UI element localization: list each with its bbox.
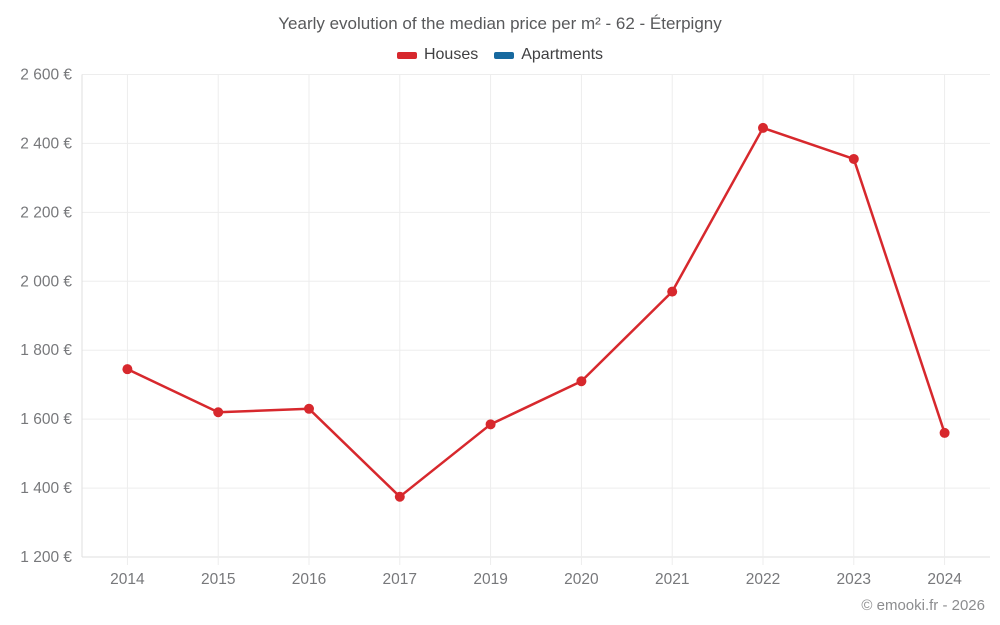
chart-title: Yearly evolution of the median price per… xyxy=(278,14,722,33)
houses-data-point[interactable] xyxy=(485,419,496,430)
chart-legend: Houses Apartments xyxy=(0,46,1000,64)
y-tick-label: 2 200 € xyxy=(20,204,72,221)
legend-label-houses: Houses xyxy=(423,46,479,63)
houses-line xyxy=(126,126,946,498)
x-tick-label: 2023 xyxy=(837,571,871,588)
x-tick-label: 2016 xyxy=(292,571,326,588)
houses-data-point[interactable] xyxy=(122,364,133,375)
houses-data-point[interactable] xyxy=(758,122,768,133)
y-tick-label: 1 400 € xyxy=(20,480,72,497)
y-tick-label: 1 600 € xyxy=(20,411,72,428)
copyright-note: © emooki.fr - 2026 xyxy=(861,597,985,614)
x-tick-label: 2019 xyxy=(473,571,507,588)
y-tick-label: 2 400 € xyxy=(20,135,72,152)
houses-data-point[interactable] xyxy=(304,403,314,414)
y-tick-label: 2 600 € xyxy=(20,67,72,84)
houses-data-point[interactable] xyxy=(667,286,678,297)
legend-label-apartments: Apartments xyxy=(521,46,604,63)
houses-data-point[interactable] xyxy=(848,153,859,164)
houses-series-swatch xyxy=(396,51,417,59)
x-tick-label: 2021 xyxy=(655,571,689,588)
legend-item-houses[interactable]: Houses xyxy=(396,46,479,64)
legend-item-apartments[interactable]: Apartments xyxy=(494,46,603,64)
houses-data-point[interactable] xyxy=(939,427,950,438)
x-tick-label: 2024 xyxy=(927,571,962,588)
y-tick-label: 1 200 € xyxy=(20,549,72,566)
y-tick-label: 2 000 € xyxy=(20,273,72,290)
x-tick-label: 2022 xyxy=(746,571,780,588)
apartments-series-swatch xyxy=(494,51,515,59)
x-tick-label: 2020 xyxy=(564,571,599,588)
houses-data-point[interactable] xyxy=(576,376,587,387)
x-tick-label: 2014 xyxy=(110,571,145,588)
y-tick-label: 1 800 € xyxy=(20,342,72,359)
houses-data-point[interactable] xyxy=(213,407,224,418)
x-tick-label: 2017 xyxy=(383,571,417,588)
houses-data-point[interactable] xyxy=(394,491,405,502)
x-tick-label: 2015 xyxy=(201,571,235,588)
